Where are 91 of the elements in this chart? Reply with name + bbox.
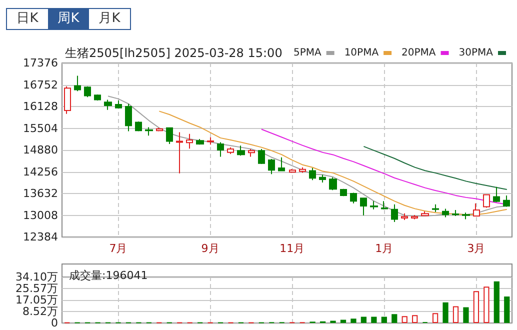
candlestick bbox=[248, 148, 255, 158]
legend-label: 5PMA bbox=[293, 48, 322, 58]
candlestick bbox=[411, 214, 418, 220]
y-tick-label: 16128 bbox=[23, 100, 58, 113]
y-tick-label: 16752 bbox=[23, 78, 58, 92]
text: 周K bbox=[48, 9, 89, 29]
x-tick-label: 9月 bbox=[201, 242, 220, 255]
candlestick bbox=[268, 158, 275, 175]
candlestick bbox=[350, 192, 357, 204]
candlestick bbox=[258, 148, 265, 165]
candlestick bbox=[483, 194, 490, 208]
candlestick bbox=[115, 100, 122, 108]
x-tick-label: 1月 bbox=[375, 242, 394, 255]
line-series bbox=[158, 110, 508, 216]
candlestick bbox=[381, 200, 388, 210]
candlestick bbox=[186, 133, 193, 150]
candlestick bbox=[125, 103, 132, 132]
bar bbox=[484, 286, 490, 323]
candlestick bbox=[207, 136, 214, 146]
bar bbox=[371, 316, 377, 323]
bar bbox=[442, 302, 448, 323]
bar bbox=[412, 315, 418, 323]
text: 日K bbox=[7, 9, 48, 29]
line-series bbox=[108, 96, 508, 216]
y-tick-label: 0 bbox=[51, 316, 58, 330]
y-tick-label: 12384 bbox=[23, 230, 58, 244]
candlestick bbox=[135, 121, 142, 132]
bar bbox=[473, 291, 480, 323]
candlestick bbox=[278, 156, 285, 172]
candlestick bbox=[319, 174, 326, 183]
legend-label: 20PMA bbox=[402, 48, 436, 58]
candlestick bbox=[64, 86, 71, 114]
bar bbox=[504, 296, 510, 323]
candlestick bbox=[370, 200, 378, 210]
y-tick-label: 15504 bbox=[23, 122, 58, 135]
candlestick bbox=[421, 210, 429, 216]
candlestick bbox=[84, 86, 91, 98]
candlestick bbox=[299, 166, 306, 174]
line-series bbox=[363, 146, 508, 190]
bar bbox=[402, 316, 408, 323]
candlestick bbox=[442, 208, 449, 218]
candlestick bbox=[196, 138, 204, 146]
x-tick-label: 3月 bbox=[467, 242, 486, 255]
candlestick bbox=[391, 204, 398, 222]
bar bbox=[360, 316, 367, 323]
candlestick bbox=[432, 204, 439, 213]
candlestick bbox=[309, 168, 316, 181]
y-tick-label: 14256 bbox=[23, 165, 58, 178]
y-tick-label: 25.57万 bbox=[16, 282, 58, 296]
candlestick bbox=[156, 127, 163, 132]
text: 月K bbox=[89, 9, 130, 29]
candlestick bbox=[237, 145, 245, 156]
candlestick bbox=[94, 94, 101, 101]
y-tick-label: 34.10万 bbox=[16, 270, 58, 284]
bar bbox=[463, 307, 469, 323]
candlestick bbox=[227, 146, 234, 155]
candlestick bbox=[340, 188, 347, 197]
y-tick-label: 13632 bbox=[23, 187, 58, 200]
chart-title: 成交量:196041 bbox=[69, 269, 148, 282]
legend-label: 30PMA bbox=[458, 48, 494, 58]
bar bbox=[432, 313, 438, 323]
x-tick-label: 7月 bbox=[109, 242, 128, 255]
y-tick-label: 8.52万 bbox=[22, 305, 58, 318]
candlestick bbox=[493, 186, 500, 203]
x-tick-label: 11月 bbox=[280, 242, 305, 255]
legend-label: 10PMA bbox=[344, 48, 379, 58]
candlestick bbox=[503, 194, 510, 208]
candlestick bbox=[401, 212, 408, 220]
y-tick-label: 13008 bbox=[23, 208, 58, 222]
candlestick bbox=[217, 142, 224, 158]
candlestick bbox=[104, 99, 112, 110]
candlestick bbox=[329, 176, 337, 191]
bar bbox=[381, 316, 387, 323]
candlestick bbox=[145, 126, 153, 136]
candlestick bbox=[360, 198, 367, 216]
bar bbox=[340, 320, 346, 323]
candlestick bbox=[462, 212, 470, 220]
candlestick bbox=[452, 210, 459, 216]
candlestick bbox=[74, 75, 81, 92]
y-tick-label: 17.05万 bbox=[16, 294, 58, 306]
y-tick-label: 14880 bbox=[23, 144, 58, 156]
candlestick bbox=[176, 132, 183, 174]
candlestick bbox=[289, 168, 296, 174]
candlestick bbox=[473, 202, 480, 216]
candlestick bbox=[166, 127, 173, 144]
chart-title: 生猪2505[lh2505] 2025-03-28 15:00 bbox=[65, 46, 282, 60]
bar bbox=[452, 306, 459, 323]
bar bbox=[392, 314, 398, 323]
y-tick-label: 17376 bbox=[23, 56, 58, 70]
bar bbox=[494, 281, 500, 323]
bar bbox=[350, 318, 356, 323]
